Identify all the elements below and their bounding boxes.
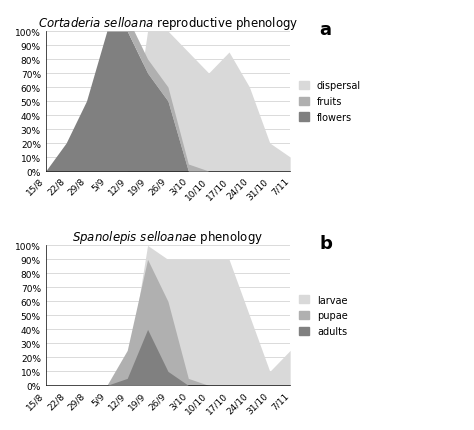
- Title: $\it{Spanolepis\ selloanae}$ phenology: $\it{Spanolepis\ selloanae}$ phenology: [73, 229, 264, 246]
- Title: $\it{Cortaderia\ selloana}$ reproductive phenology: $\it{Cortaderia\ selloana}$ reproductive…: [38, 15, 298, 32]
- Legend: larvae, pupae, adults: larvae, pupae, adults: [298, 293, 350, 338]
- Text: b: b: [319, 235, 332, 252]
- Text: a: a: [319, 21, 331, 39]
- Legend: dispersal, fruits, flowers: dispersal, fruits, flowers: [298, 79, 363, 125]
